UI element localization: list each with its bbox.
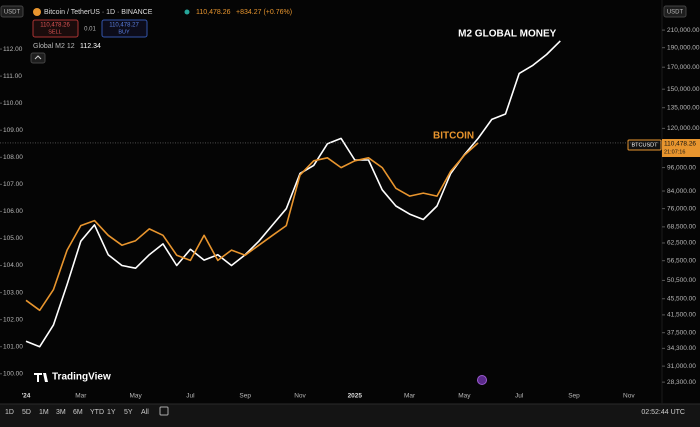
price-tag-countdown: 21:07:16: [664, 149, 685, 155]
y2-tick-label: 56,500.00: [667, 257, 696, 264]
brand-logo: [34, 373, 48, 382]
x-tick-label: May: [129, 393, 142, 400]
y-tick-label: 103.00: [3, 289, 23, 296]
y2-tick-label: 84,000.00: [667, 188, 696, 195]
y-tick-label: 107.00: [3, 181, 23, 188]
y-tick-label: 104.00: [3, 262, 23, 269]
indicator-value: 112.34: [80, 43, 101, 50]
status-dot: [184, 9, 190, 15]
change: +834.27 (+0.76%): [236, 9, 292, 16]
y-tick-label: 111.00: [3, 73, 22, 80]
range-button[interactable]: 3M: [56, 409, 66, 416]
y-tick-label: 109.00: [3, 127, 23, 134]
y-tick-label: 105.00: [3, 235, 23, 242]
event-icon[interactable]: [477, 375, 487, 385]
buy-button[interactable]: [101, 19, 148, 38]
y2-tick-label: 170,000.00: [667, 64, 700, 71]
x-tick-label: Nov: [623, 393, 635, 400]
x-tick-label: Mar: [75, 393, 87, 400]
buy-label: BUY: [118, 29, 130, 35]
y2-tick-label: 190,000.00: [667, 44, 700, 51]
range-button[interactable]: All: [141, 409, 149, 416]
y2-tick-label: 120,000.00: [667, 125, 700, 132]
price-tag-price: 110,478.26: [664, 141, 696, 148]
brand: TradingView: [52, 372, 111, 383]
y-tick-label: 110.00: [3, 100, 23, 107]
x-tick-label: Mar: [404, 393, 416, 400]
y2-tick-label: 34,300.00: [667, 345, 696, 352]
range-button[interactable]: 1Y: [107, 409, 116, 416]
y-tick-label: 108.00: [3, 154, 23, 161]
sell-button[interactable]: [32, 19, 79, 38]
y2-tick-label: 41,500.00: [667, 312, 696, 319]
x-tick-label: May: [458, 393, 471, 400]
symbol: Bitcoin / TetherUS · 1D · BINANCE: [44, 9, 153, 16]
indicator-name: Global M2 12: [33, 43, 75, 50]
x-tick-label: '24: [22, 393, 31, 400]
spread: 0.01: [84, 27, 96, 33]
buy-price: 110,478.27: [109, 23, 139, 29]
x-tick-label: Jul: [515, 393, 524, 400]
unit-label: USDT: [4, 10, 21, 16]
y2-tick-label: 50,500.00: [667, 277, 696, 284]
y-tick-label: 100.00: [3, 370, 23, 377]
range-button[interactable]: 5D: [22, 409, 31, 416]
y-tick-label: 101.00: [3, 343, 23, 350]
x-tick-label: Nov: [294, 393, 306, 400]
right-unit-button[interactable]: [663, 5, 687, 18]
y2-tick-label: 150,000.00: [667, 86, 700, 93]
collapse-icon: [34, 55, 42, 60]
series-label: BITCOIN: [433, 131, 474, 142]
toolbar-bg: [0, 404, 700, 427]
y2-tick-label: 210,000.00: [667, 27, 700, 34]
y2-tick-label: 28,300.00: [667, 379, 696, 386]
range-button[interactable]: 1D: [5, 409, 14, 416]
y2-tick-label: 96,000.00: [667, 164, 696, 171]
range-button[interactable]: 1M: [39, 409, 49, 416]
y2-tick-label: 45,500.00: [667, 295, 696, 302]
y2-tick-label: 62,500.00: [667, 240, 696, 247]
sell-label: SELL: [48, 29, 61, 35]
y2-tick-label: 31,000.00: [667, 363, 696, 370]
range-button[interactable]: 6M: [73, 409, 83, 416]
range-button[interactable]: YTD: [90, 409, 104, 416]
x-tick-label: Sep: [239, 393, 251, 400]
x-tick-label: Sep: [568, 393, 580, 400]
y-tick-label: 112.00: [3, 46, 23, 53]
clock: 02:52:44 UTC: [641, 409, 685, 416]
range-button[interactable]: 5Y: [124, 409, 133, 416]
series-line: [25, 40, 561, 348]
price-tag-symbol: BTCUSDT: [632, 142, 659, 148]
y-tick-label: 102.00: [3, 316, 23, 323]
x-tick-label: Jul: [186, 393, 195, 400]
y2-tick-label: 76,000.00: [667, 205, 696, 212]
y2-tick-label: 37,500.00: [667, 329, 696, 336]
series-line: [25, 142, 479, 312]
symbol-icon: [33, 8, 41, 16]
y-tick-label: 106.00: [3, 208, 23, 215]
price-tag-symbol-box: [627, 139, 662, 151]
sell-price: 110,478.26: [40, 23, 70, 29]
y2-tick-label: 68,500.00: [667, 224, 696, 231]
collapse-button[interactable]: [30, 52, 46, 64]
calendar-icon[interactable]: [159, 406, 169, 416]
series-label: M2 GLOBAL MONEY: [458, 29, 556, 40]
right-unit-label: USDT: [667, 10, 684, 16]
x-tick-label: 2025: [348, 393, 363, 400]
y2-tick-label: 135,000.00: [667, 104, 700, 111]
price-tag-box: [662, 139, 700, 157]
last-price: 110,478.26: [196, 9, 231, 16]
unit-button[interactable]: [0, 5, 24, 18]
